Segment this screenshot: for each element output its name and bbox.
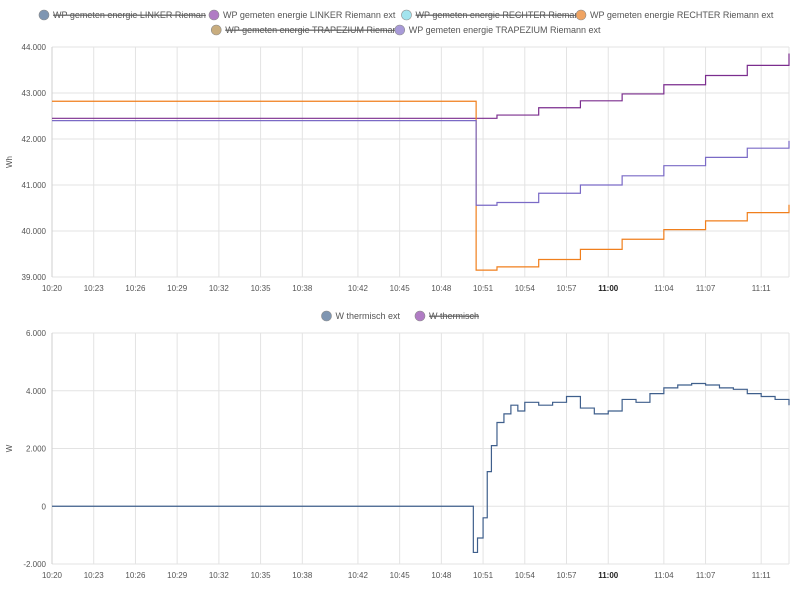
x-tick-label: 10:32: [209, 571, 230, 580]
legend-label: W thermisch ext: [336, 311, 401, 321]
x-tick-label: 10:38: [292, 571, 313, 580]
x-tick-label: 11:07: [696, 284, 716, 293]
x-tick-label: 10:26: [125, 571, 146, 580]
x-tick-label: 10:26: [125, 284, 146, 293]
legend-item[interactable]: WP gemeten energie TRAPEZIUM Riemann ext: [394, 24, 601, 36]
series-line: [52, 100, 790, 271]
legend-item[interactable]: WP gemeten energie TRAPEZIUM Rieman: [210, 24, 398, 36]
y-tick-label: 40.000: [22, 227, 47, 236]
x-tick-label: 10:23: [84, 284, 105, 293]
x-tick-label: 10:29: [167, 284, 188, 293]
legend-item[interactable]: WP gemeten energie LINKER Rieman: [38, 9, 206, 21]
x-tick-label: 10:51: [473, 571, 494, 580]
x-tick-label: 10:20: [42, 571, 63, 580]
legend-swatch: [210, 24, 222, 36]
y-tick-label: -2.000: [23, 560, 46, 569]
legend-item[interactable]: WP gemeten energie LINKER Riemann ext: [208, 9, 396, 21]
series-line: [52, 120, 790, 206]
x-tick-label: 10:35: [251, 284, 272, 293]
legend-swatch: [38, 9, 50, 21]
x-tick-label: 10:57: [556, 284, 577, 293]
x-tick-label: 10:32: [209, 284, 230, 293]
x-tick-label: 10:57: [556, 571, 577, 580]
y-tick-label: 6.000: [26, 329, 47, 338]
legend-swatch: [394, 24, 406, 36]
x-tick-label: 11:00: [598, 284, 619, 293]
legend-item[interactable]: W thermisch ext: [321, 310, 401, 322]
y-tick-label: 2.000: [26, 445, 47, 454]
legend-item[interactable]: WP gemeten energie RECHTER Rieman: [401, 9, 580, 21]
x-tick-label: 11:04: [654, 284, 674, 293]
x-tick-label: 10:54: [515, 284, 536, 293]
legend-swatch: [321, 310, 332, 322]
x-tick-label: 10:45: [390, 284, 411, 293]
series-line: [52, 382, 790, 554]
energy-chart: 10:20 10:23 10:26 10:29 10:32 10:35 10:38 10:42…: [5, 9, 790, 293]
y-tick-label: 41.000: [22, 181, 47, 190]
x-tick-label: 10:35: [251, 571, 272, 580]
series-line: [52, 53, 790, 119]
x-tick-label: 10:42: [348, 571, 369, 580]
y-tick-label: 43.000: [22, 89, 47, 98]
x-tick-label: 11:07: [696, 571, 716, 580]
legend-item[interactable]: WP gemeten energie RECHTER Riemann ext: [575, 9, 774, 21]
x-tick-label: 10:48: [431, 284, 452, 293]
x-tick-label: 10:45: [390, 571, 411, 580]
x-tick-label: 11:04: [654, 571, 674, 580]
x-tick-label: 10:23: [84, 571, 105, 580]
x-tick-label: 10:42: [348, 284, 369, 293]
x-tick-label: 10:38: [292, 284, 313, 293]
y-tick-label: 4.000: [26, 387, 47, 396]
legend-swatch: [208, 9, 220, 21]
x-tick-label: 10:20: [42, 284, 63, 293]
x-tick-label: 11:11: [752, 571, 771, 580]
x-tick-label: 10:54: [515, 571, 536, 580]
legend-swatch: [575, 9, 587, 21]
y-tick-label: 42.000: [22, 135, 47, 144]
legend-label: WP gemeten energie TRAPEZIUM Riemann ext: [409, 25, 601, 35]
x-tick-label: 10:48: [431, 571, 452, 580]
thermal-power-chart: 10:20 10:23 10:26 10:29 10:32 10:35 10:38 10:42…: [5, 310, 790, 580]
y-tick-label: 39.000: [22, 273, 47, 282]
y-axis-label: Wh: [5, 156, 14, 168]
legend-swatch: [414, 310, 426, 322]
y-axis-label: W: [5, 444, 14, 452]
legend-label: WP gemeten energie LINKER Riemann ext: [223, 10, 396, 20]
x-tick-label: 10:51: [473, 284, 494, 293]
legend-label: WP gemeten energie RECHTER Riemann ext: [590, 10, 774, 20]
legend-swatch: [401, 9, 412, 21]
y-tick-label: 0: [42, 502, 47, 511]
legend-item[interactable]: W thermisch: [414, 310, 479, 322]
y-tick-label: 44.000: [22, 43, 47, 52]
x-tick-label: 11:11: [752, 284, 771, 293]
x-tick-label: 11:00: [598, 571, 619, 580]
x-tick-label: 10:29: [167, 571, 188, 580]
